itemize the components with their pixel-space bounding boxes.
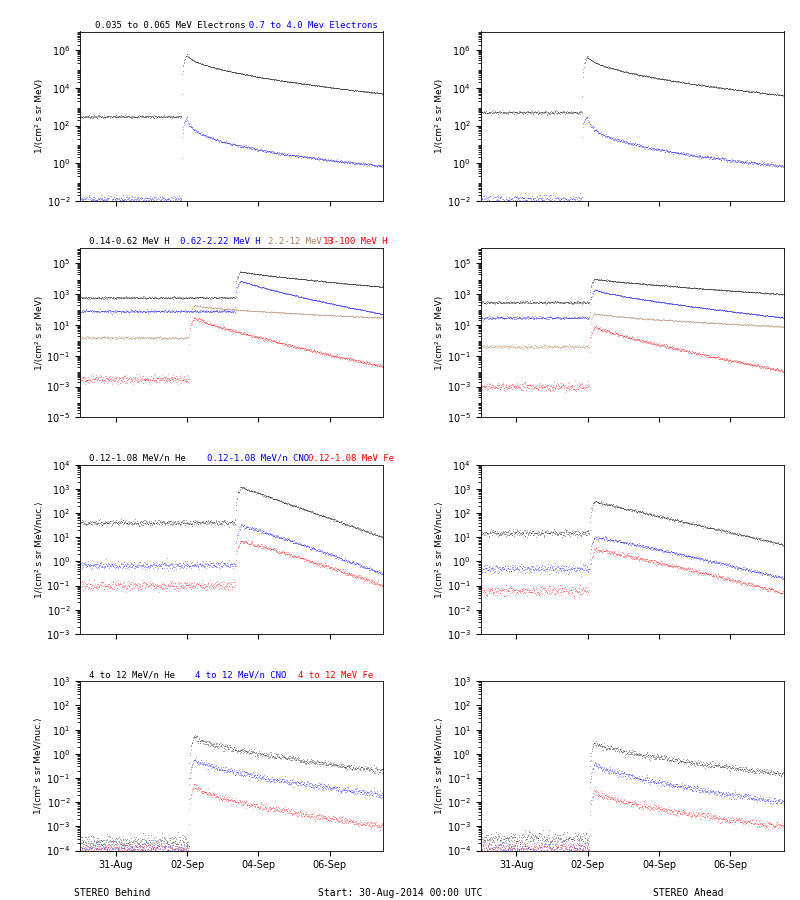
Y-axis label: 1/⟨cm² s sr MeV/nuc.⟩: 1/⟨cm² s sr MeV/nuc.⟩ [435, 501, 444, 598]
Text: 0.14-0.62 MeV H: 0.14-0.62 MeV H [89, 238, 170, 247]
Text: STEREO Ahead: STEREO Ahead [653, 887, 723, 897]
Y-axis label: 1/⟨cm² s sr MeV/nuc.⟩: 1/⟨cm² s sr MeV/nuc.⟩ [34, 501, 43, 598]
Y-axis label: 1/⟨cm² s sr MeV/nuc.⟩: 1/⟨cm² s sr MeV/nuc.⟩ [435, 717, 444, 814]
Text: 0.7 to 4.0 Mev Electrons: 0.7 to 4.0 Mev Electrons [238, 21, 378, 30]
Text: 0.12-1.08 MeV/n CNO: 0.12-1.08 MeV/n CNO [207, 454, 310, 463]
Text: 0.62-2.22 MeV H: 0.62-2.22 MeV H [180, 238, 261, 247]
Text: 13-100 MeV H: 13-100 MeV H [322, 238, 387, 247]
Y-axis label: 1/(cm² s sr MeV): 1/(cm² s sr MeV) [435, 79, 444, 153]
Text: STEREO Behind: STEREO Behind [74, 887, 150, 897]
Text: 0.12-1.08 MeV Fe: 0.12-1.08 MeV Fe [307, 454, 394, 463]
Y-axis label: 1/⟨cm² s sr MeV/nuc.⟩: 1/⟨cm² s sr MeV/nuc.⟩ [34, 717, 43, 814]
Y-axis label: 1/(cm² s sr MeV): 1/(cm² s sr MeV) [435, 295, 444, 370]
Y-axis label: 1/(cm² s sr MeV): 1/(cm² s sr MeV) [34, 295, 43, 370]
Text: Start: 30-Aug-2014 00:00 UTC: Start: 30-Aug-2014 00:00 UTC [318, 887, 482, 897]
Text: 2.2-12 MeV H: 2.2-12 MeV H [268, 238, 333, 247]
Text: 4 to 12 MeV/n He: 4 to 12 MeV/n He [89, 670, 175, 680]
Text: 4 to 12 MeV Fe: 4 to 12 MeV Fe [298, 670, 374, 680]
Text: 0.12-1.08 MeV/n He: 0.12-1.08 MeV/n He [89, 454, 186, 463]
Text: 4 to 12 MeV/n CNO: 4 to 12 MeV/n CNO [195, 670, 286, 680]
Text: 0.035 to 0.065 MeV Electrons: 0.035 to 0.065 MeV Electrons [95, 21, 246, 30]
Y-axis label: 1/(cm² s sr MeV): 1/(cm² s sr MeV) [34, 79, 44, 153]
